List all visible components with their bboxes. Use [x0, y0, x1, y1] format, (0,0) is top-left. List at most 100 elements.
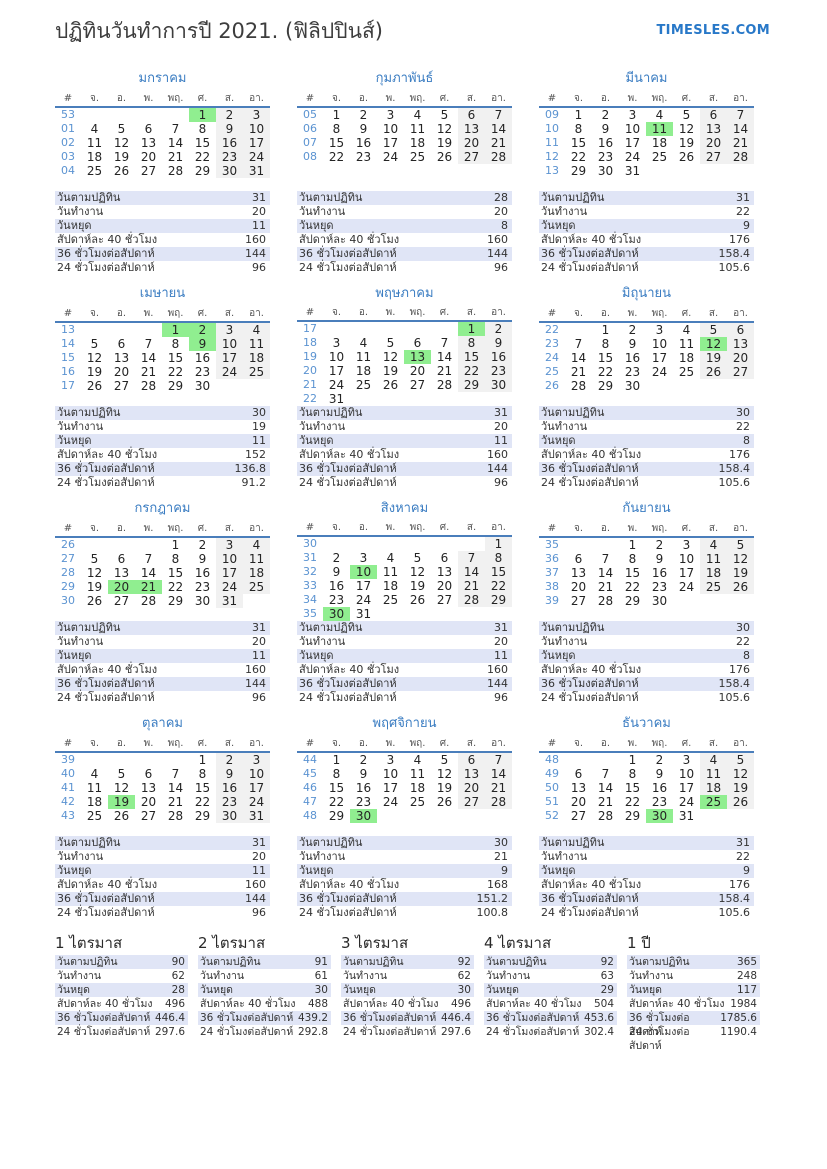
stat-value: 152 — [245, 448, 266, 461]
day-cell: 20 — [700, 136, 727, 150]
day-cell: 11 — [700, 767, 727, 781]
day-cell: 3 — [386, 108, 395, 122]
day-header: ส. — [458, 520, 485, 537]
stat-value: 176 — [729, 878, 750, 891]
week-number: 42 — [61, 795, 75, 808]
stat-label: 24 ชั่วโมงต่อสัปดาห์ — [299, 906, 397, 919]
week-row: 33 16 17 18 19 20 21 22 — [297, 579, 512, 593]
day-cell: 10 — [216, 337, 243, 351]
month-6-stat-row: วันทำงาน 22 — [539, 420, 754, 434]
day-cell: 16 — [194, 566, 211, 580]
stat-label: สัปดาห์ละ 40 ชั่วโมง — [629, 998, 725, 1010]
weekday-header-row: # จ. อ. พ. พฤ. ศ. ส. อา. — [297, 91, 512, 108]
day-cell: 14 — [485, 122, 512, 136]
day-cell: 21 — [140, 365, 157, 379]
stat-value: 160 — [245, 663, 266, 676]
stat-label: วันตามปฏิทิน — [57, 621, 121, 634]
week-row: 32 9 10 11 12 13 14 15 — [297, 565, 512, 579]
day-cell — [135, 107, 162, 122]
day-cell: 11 — [86, 781, 103, 795]
day-cell: 6 — [144, 122, 153, 136]
day-cell: 29 — [624, 809, 641, 823]
day-cell: 7 — [727, 107, 754, 122]
week-number: 15 — [61, 351, 75, 364]
week-number: 16 — [61, 365, 75, 378]
day-cell: 23 — [651, 580, 668, 594]
month-7-stat-row: วันทำงาน 20 — [55, 635, 270, 649]
stat-value: 1984 — [730, 998, 757, 1010]
day-cell: 6 — [727, 322, 754, 337]
stat-label: 24 ชั่วโมงต่อสัปดาห์ — [541, 261, 639, 274]
day-cell — [404, 392, 431, 406]
week-row: 29 19 20 21 22 23 24 25 — [55, 580, 270, 594]
day-cell: 16 — [216, 781, 243, 795]
month-2-stat-row: วันทำงาน 20 — [297, 205, 512, 219]
day-cell: 4 — [386, 551, 395, 565]
week-number: 35 — [303, 607, 317, 620]
day-cell: 17 — [382, 781, 399, 795]
day-cell: 6 — [574, 767, 583, 781]
day-cell — [673, 379, 700, 393]
summary-1-stat-row: 36 ชั่วโมงต่อสัปดาห์ 446.4 — [55, 1011, 188, 1025]
months-grid: มกราคม # จ. อ. พ. พฤ. ศ. ส. อา. 53 1 2 3 01 4 5 6 7 8 9 10 02… — [55, 70, 770, 920]
week-row: 41 11 12 13 14 15 16 17 — [55, 781, 270, 795]
week-number: 30 — [61, 594, 75, 607]
day-cell: 10 — [243, 767, 270, 781]
week-number: 35 — [545, 538, 559, 551]
month-12-stat-row: วันตามปฏิทิน 31 — [539, 836, 754, 850]
stat-label: 36 ชั่วโมงต่อสัปดาห์ — [299, 677, 397, 690]
week-row: 36 6 7 8 9 10 11 12 — [539, 552, 754, 566]
day-header: พฤ. — [646, 91, 673, 108]
day-cell: 18 — [651, 136, 668, 150]
month-8-stat-row: 36 ชั่วโมงต่อสัปดาห์ 144 — [297, 677, 512, 691]
day-cell: 18 — [243, 566, 270, 580]
week-row: 47 22 23 24 25 26 27 28 — [297, 795, 512, 809]
week-number-header: # — [55, 521, 81, 538]
day-cell: 27 — [458, 795, 485, 809]
day-cell: 22 — [485, 579, 512, 593]
month-10-stat-row: สัปดาห์ละ 40 ชั่วโมง 160 — [55, 878, 270, 892]
calendar-page: ปฏิทินวันทำการปี 2021. (ฟิลิปปินส์) TIME… — [55, 19, 770, 1052]
summary-2-stat-row: วันทำงาน 61 — [198, 969, 331, 983]
day-header: อ. — [108, 91, 135, 108]
day-cell — [646, 379, 673, 393]
day-cell — [565, 537, 592, 552]
stat-label: วันทำงาน — [541, 635, 588, 648]
day-cell: 20 — [458, 781, 485, 795]
day-cell: 25 — [409, 150, 426, 164]
day-cell: 2 — [601, 108, 610, 122]
week-number: 13 — [61, 323, 75, 336]
month-2-stat-row: สัปดาห์ละ 40 ชั่วโมง 160 — [297, 233, 512, 247]
day-header: ส. — [216, 91, 243, 108]
day-cell: 26 — [727, 795, 754, 809]
day-cell — [162, 107, 189, 122]
stat-value: 1785.6 — [720, 1012, 757, 1024]
day-cell — [323, 536, 350, 551]
week-row: 37 13 14 15 16 17 18 19 — [539, 566, 754, 580]
month-12-stat-row: 24 ชั่วโมงต่อสัปดาห์ 105.6 — [539, 906, 754, 920]
stat-value: 105.6 — [718, 261, 751, 274]
week-number-header: # — [55, 306, 81, 323]
stat-value: 158.4 — [718, 462, 751, 475]
week-number: 21 — [303, 378, 317, 391]
stat-value: 22 — [736, 205, 750, 218]
day-cell: 28 — [485, 150, 512, 164]
day-cell: 7 — [458, 551, 485, 565]
week-number-header: # — [539, 306, 565, 323]
day-header: ส. — [216, 736, 243, 753]
stat-label: วันหยุด — [343, 984, 376, 996]
day-header: พ. — [619, 306, 646, 323]
day-cell: 17 — [216, 351, 243, 365]
week-number-header: # — [297, 736, 323, 753]
day-cell: 26 — [727, 580, 754, 594]
month-title: สิงหาคม — [380, 501, 429, 516]
week-number: 41 — [61, 781, 75, 794]
month-6-stats-table: วันตามปฏิทิน 30 วันทำงาน 22 วันหยุด 8 สัปดาห์ล… — [539, 406, 754, 490]
month-title: มีนาคม — [625, 71, 668, 86]
day-cell: 3 — [682, 538, 691, 552]
week-number: 22 — [545, 323, 559, 336]
month-8-stat-row: 24 ชั่วโมงต่อสัปดาห์ 96 — [297, 691, 512, 705]
day-cell: 17 — [651, 351, 668, 365]
week-row: 18 3 4 5 6 7 8 9 — [297, 336, 512, 350]
site-link[interactable]: TIMESLES.COM — [656, 23, 770, 38]
